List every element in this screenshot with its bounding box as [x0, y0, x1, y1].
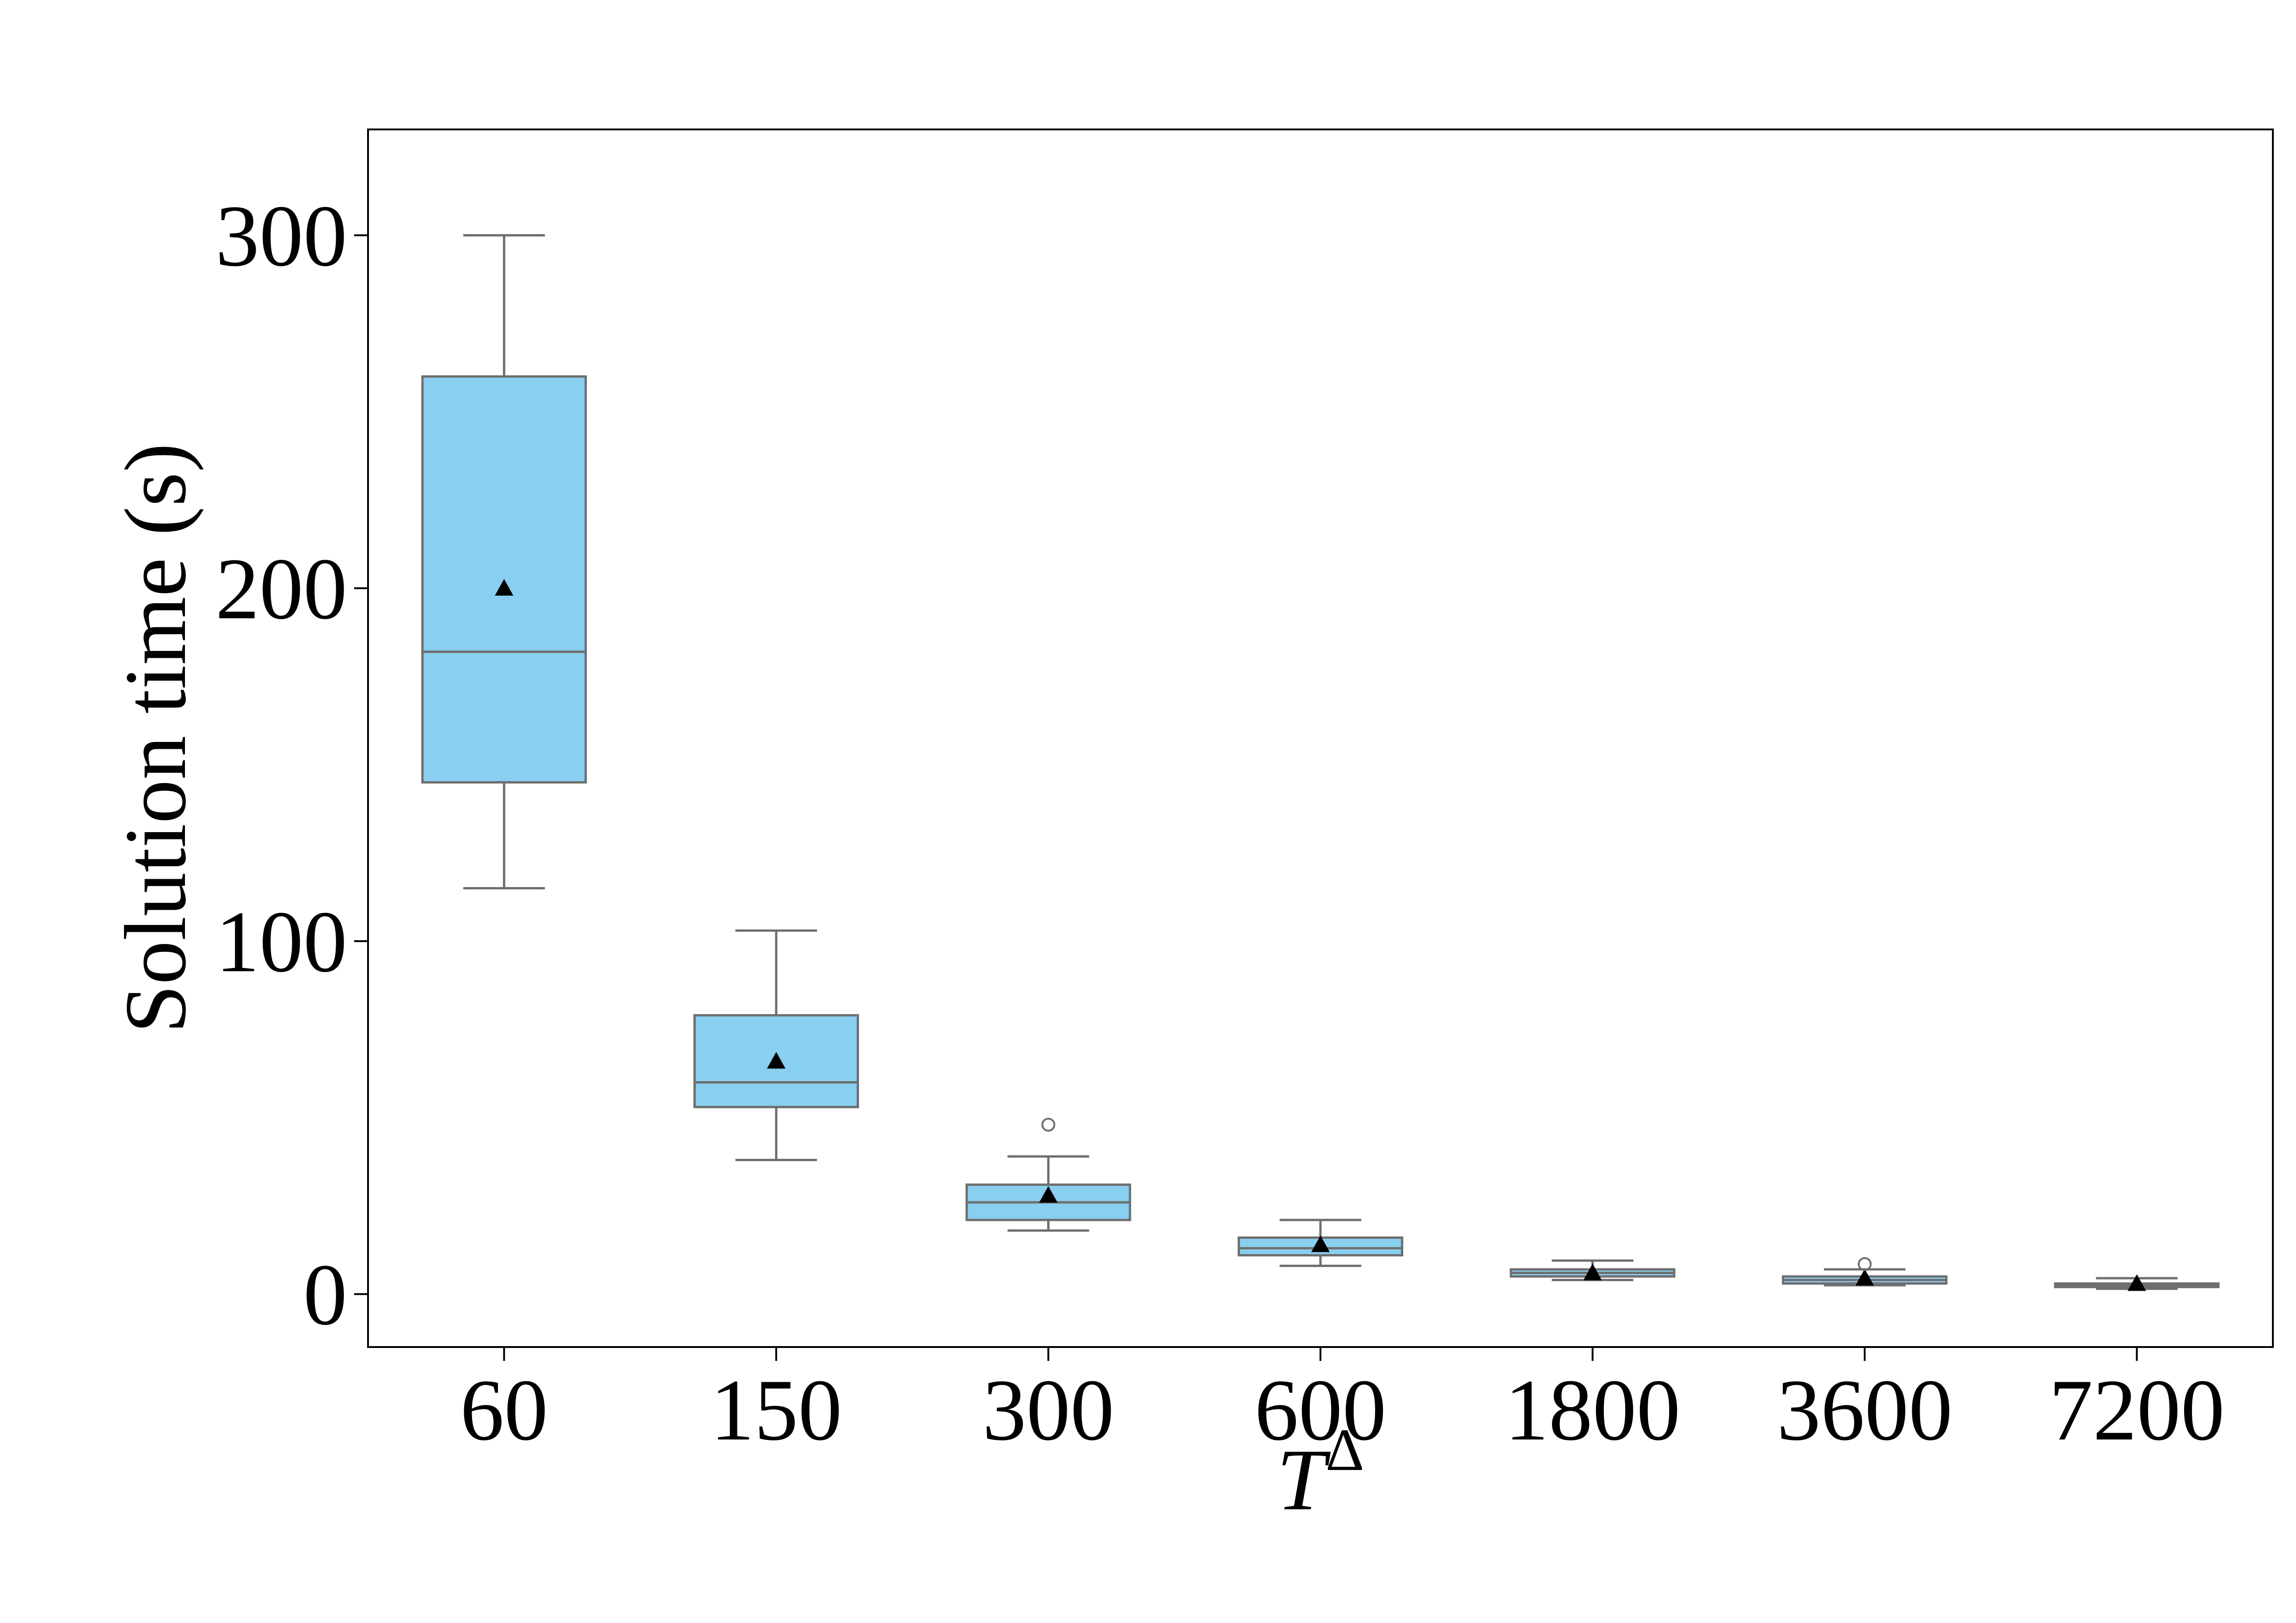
y-tick-label: 300 — [215, 188, 347, 285]
mean-marker — [1583, 1263, 1602, 1280]
y-axis: 0 100 200 300 — [215, 188, 368, 1343]
box-1800 — [1510, 1259, 1676, 1281]
mean-marker — [2127, 1274, 2146, 1291]
outlier-point — [1041, 1118, 1056, 1132]
x-axis-label-main: T — [1277, 1432, 1331, 1529]
box-7200 — [2054, 1274, 2220, 1291]
x-tick-label: 60 — [460, 1362, 548, 1459]
outlier-point — [1858, 1257, 1872, 1271]
boxes-layer — [421, 234, 2220, 1291]
mean-marker — [767, 1052, 786, 1069]
box-60 — [421, 234, 587, 889]
x-tick-label: 7200 — [2049, 1362, 2225, 1459]
mean-marker — [495, 579, 514, 596]
x-axis-label-superscript: Δ — [1326, 1417, 1364, 1483]
x-tick-label: 3600 — [1777, 1362, 1952, 1459]
box-150 — [693, 929, 859, 1161]
x-axis-label: TΔ — [1277, 1417, 1364, 1529]
x-tick-label: 300 — [982, 1362, 1114, 1459]
mean-marker — [1311, 1235, 1330, 1252]
x-axis: 60 150 300 600 1800 3600 7200 — [460, 1347, 2225, 1459]
box-3600 — [1782, 1257, 1948, 1286]
x-tick-label: 600 — [1255, 1362, 1387, 1459]
box-300 — [965, 1118, 1131, 1232]
mean-marker — [1855, 1269, 1874, 1286]
y-tick-label: 200 — [215, 541, 347, 638]
x-tick-label: 1800 — [1505, 1362, 1681, 1459]
y-axis-label: Solution time (s) — [107, 443, 204, 1033]
y-tick-label: 100 — [215, 894, 347, 991]
x-tick-label: 150 — [710, 1362, 842, 1459]
mean-marker — [1039, 1186, 1058, 1203]
y-tick-label: 0 — [303, 1246, 347, 1343]
box-600 — [1237, 1219, 1404, 1267]
